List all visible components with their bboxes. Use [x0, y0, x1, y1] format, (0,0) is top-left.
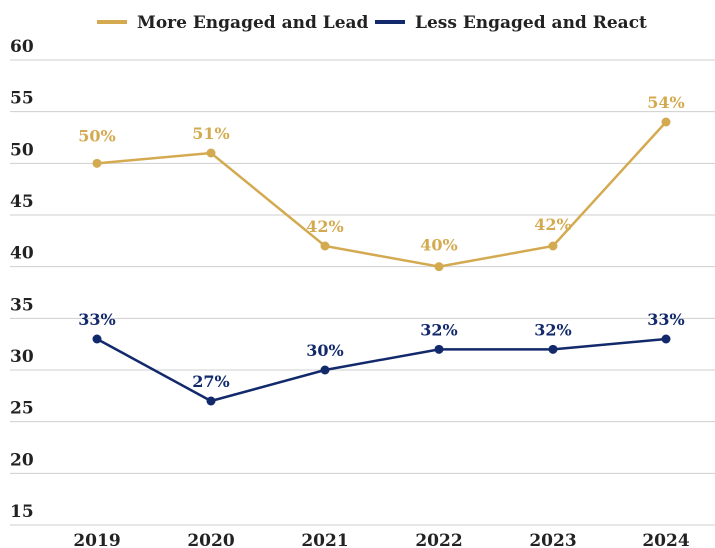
data-label-1-2021: 30% — [306, 341, 343, 360]
gridlines — [10, 59, 715, 526]
data-label-1-2020: 27% — [192, 372, 229, 391]
legend-label-less-engaged: Less Engaged and React — [415, 13, 647, 33]
data-point-0-2022 — [434, 262, 444, 272]
x-tick-label-2023: 2023 — [529, 531, 576, 548]
data-label-0-2024: 54% — [647, 93, 684, 112]
x-tick-label-2021: 2021 — [301, 531, 348, 548]
x-tick-label-2024: 2024 — [642, 531, 689, 548]
data-point-1-2023 — [548, 344, 558, 354]
data-label-0-2023: 42% — [534, 215, 571, 234]
y-axis-ticks: 15 20 25 30 35 40 45 50 55 60 — [10, 37, 34, 522]
series-line-1 — [96, 337, 667, 403]
data-point-1-2020 — [206, 396, 216, 406]
y-tick-label-45: 45 — [10, 192, 34, 212]
legend-label-more-engaged: More Engaged and Lead — [137, 13, 369, 33]
data-point-1-2019 — [92, 334, 102, 344]
data-point-1-2021 — [320, 365, 330, 375]
series-less-engaged: 33% 27% 30% 32% 32% 33% — [78, 310, 685, 406]
y-tick-label-55: 55 — [10, 89, 34, 109]
y-tick-label-20: 20 — [10, 450, 34, 470]
legend-item-less-engaged: Less Engaged and React — [375, 13, 647, 33]
data-point-1-2022 — [434, 344, 444, 354]
data-point-0-2020 — [206, 148, 216, 158]
data-label-0-2019: 50% — [78, 126, 115, 145]
x-tick-label-2022: 2022 — [415, 531, 462, 548]
y-tick-label-30: 30 — [10, 347, 34, 367]
x-axis-ticks: 2019 2020 2021 2022 2023 2024 — [73, 531, 689, 548]
data-point-0-2023 — [548, 241, 558, 251]
y-tick-label-60: 60 — [10, 37, 34, 57]
series-more-engaged: 50% 51% 42% 40% 42% 54% — [78, 93, 685, 272]
data-label-1-2024: 33% — [647, 310, 684, 329]
data-label-1-2023: 32% — [534, 320, 571, 339]
data-point-1-2024 — [661, 334, 671, 344]
data-label-1-2019: 33% — [78, 310, 115, 329]
legend: More Engaged and Lead Less Engaged and R… — [97, 13, 647, 33]
series-layer: 50% 51% 42% 40% 42% 54% 33% 27% 30% 32% 32% 33% — [78, 93, 685, 406]
y-tick-label-40: 40 — [10, 244, 34, 264]
x-tick-label-2019: 2019 — [73, 531, 120, 548]
data-label-0-2021: 42% — [306, 217, 343, 236]
x-tick-label-2020: 2020 — [187, 531, 234, 548]
data-label-0-2022: 40% — [420, 236, 457, 255]
data-point-0-2024 — [661, 117, 671, 127]
y-tick-label-15: 15 — [10, 502, 34, 522]
y-tick-label-50: 50 — [10, 140, 34, 160]
data-label-1-2022: 32% — [420, 320, 457, 339]
series-line-0 — [96, 121, 667, 268]
data-label-0-2020: 51% — [192, 124, 229, 143]
y-tick-label-25: 25 — [10, 399, 34, 419]
data-point-0-2021 — [320, 241, 330, 251]
data-point-0-2019 — [92, 158, 102, 168]
y-tick-label-35: 35 — [10, 295, 34, 315]
legend-item-more-engaged: More Engaged and Lead — [97, 13, 369, 33]
